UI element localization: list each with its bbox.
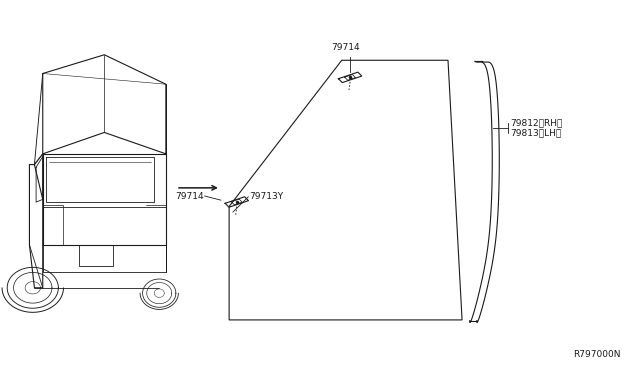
Text: R797000N: R797000N — [573, 350, 621, 359]
Text: 79813〈LH〉: 79813〈LH〉 — [510, 129, 561, 138]
Text: 79714: 79714 — [332, 43, 360, 52]
Text: 79812〈RH〉: 79812〈RH〉 — [510, 118, 563, 127]
Text: 79713Y: 79713Y — [250, 192, 284, 201]
Text: 79714: 79714 — [175, 192, 204, 201]
